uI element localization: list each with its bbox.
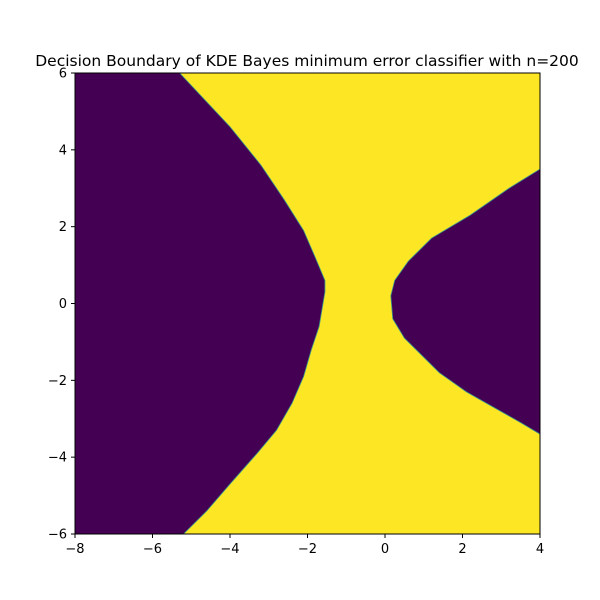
plot-area	[75, 73, 540, 534]
decision-region-right	[390, 168, 540, 435]
decision-regions	[75, 73, 540, 534]
x-tick-label: −4	[220, 542, 239, 557]
y-axis: −6 −4 −2 0 2 4 6	[48, 67, 75, 543]
x-tick-label: −2	[298, 542, 317, 557]
x-axis: −8 −6 −4 −2 0 2 4	[65, 534, 544, 557]
x-tick-label: 4	[536, 542, 544, 557]
x-tick-label: 2	[458, 542, 466, 557]
y-tick-label: 6	[59, 67, 67, 82]
chart-title: Decision Boundary of KDE Bayes minimum e…	[35, 52, 579, 70]
y-tick-label: 4	[59, 143, 67, 158]
y-tick-label: −6	[48, 528, 67, 543]
x-tick-label: −6	[143, 542, 162, 557]
x-tick-label: 0	[381, 542, 389, 557]
y-tick-label: 0	[59, 297, 67, 312]
y-tick-label: −4	[48, 451, 67, 466]
decision-region-left	[75, 73, 326, 534]
y-tick-label: 2	[59, 220, 67, 235]
x-tick-label: −8	[65, 542, 84, 557]
y-tick-label: −2	[48, 374, 67, 389]
